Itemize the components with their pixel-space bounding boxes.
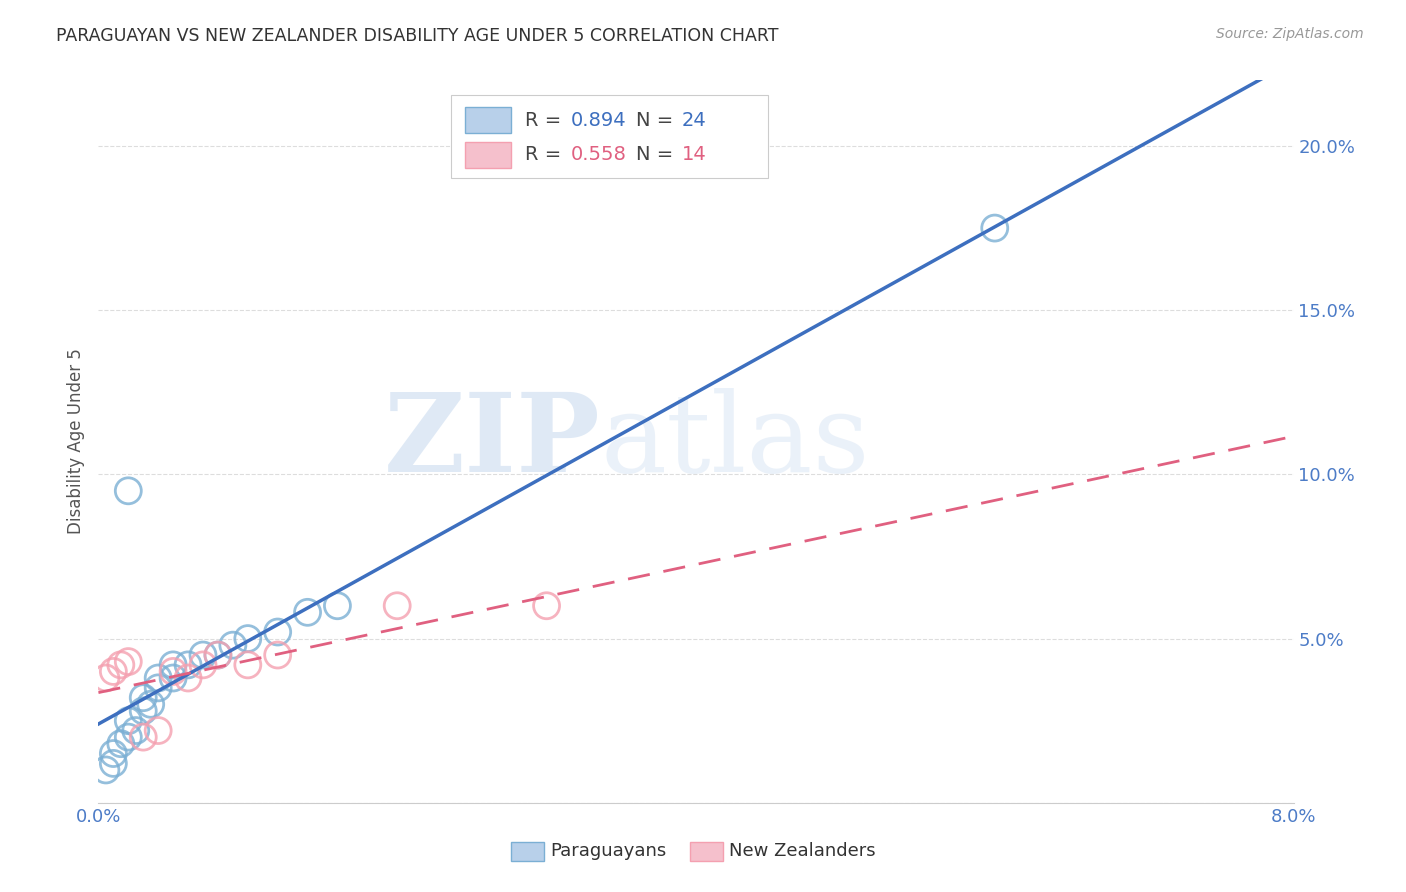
Point [148,671,170,685]
Point [236,632,259,646]
Point [177,671,200,685]
Point [110,657,132,672]
Point [125,723,148,738]
Point [94,763,117,777]
Y-axis label: Disability Age Under 5: Disability Age Under 5 [66,349,84,534]
Point [236,657,259,672]
Point [162,671,184,685]
Text: 24: 24 [682,111,706,129]
Text: 14: 14 [682,145,706,164]
Text: ZIP: ZIP [384,388,600,495]
Point [103,665,125,679]
Text: N =: N = [636,145,679,164]
FancyBboxPatch shape [465,142,510,168]
Point [162,657,184,672]
Text: New Zealanders: New Zealanders [730,842,876,860]
Point [117,655,139,669]
Point [110,737,132,751]
FancyBboxPatch shape [510,842,544,861]
Text: PARAGUAYAN VS NEW ZEALANDER DISABILITY AGE UNDER 5 CORRELATION CHART: PARAGUAYAN VS NEW ZEALANDER DISABILITY A… [56,27,779,45]
Text: N =: N = [636,111,679,129]
Point [148,681,170,695]
Text: R =: R = [524,111,568,129]
Text: 0.894: 0.894 [571,111,626,129]
Point [103,747,125,761]
Point [191,657,214,672]
Point [94,671,117,685]
Point [267,648,290,662]
Text: 0.558: 0.558 [571,145,626,164]
Point [191,648,214,662]
Point [326,599,349,613]
Point [117,483,139,498]
Point [297,605,319,619]
Point [267,625,290,640]
FancyBboxPatch shape [465,107,510,133]
Point [207,648,229,662]
Point [103,756,125,771]
Text: Source: ZipAtlas.com: Source: ZipAtlas.com [1216,27,1364,41]
Point [162,665,184,679]
Point [117,714,139,728]
Point [984,221,1007,235]
Text: R =: R = [524,145,568,164]
Text: atlas: atlas [600,388,870,495]
Point [139,698,162,712]
Point [207,648,229,662]
FancyBboxPatch shape [451,95,768,178]
Point [536,599,558,613]
FancyBboxPatch shape [690,842,724,861]
Point [117,730,139,744]
Point [148,723,170,738]
Point [132,704,155,718]
Text: Paraguayans: Paraguayans [550,842,666,860]
Point [132,690,155,705]
Point [385,599,409,613]
Point [132,730,155,744]
Point [177,657,200,672]
Point [222,638,245,652]
